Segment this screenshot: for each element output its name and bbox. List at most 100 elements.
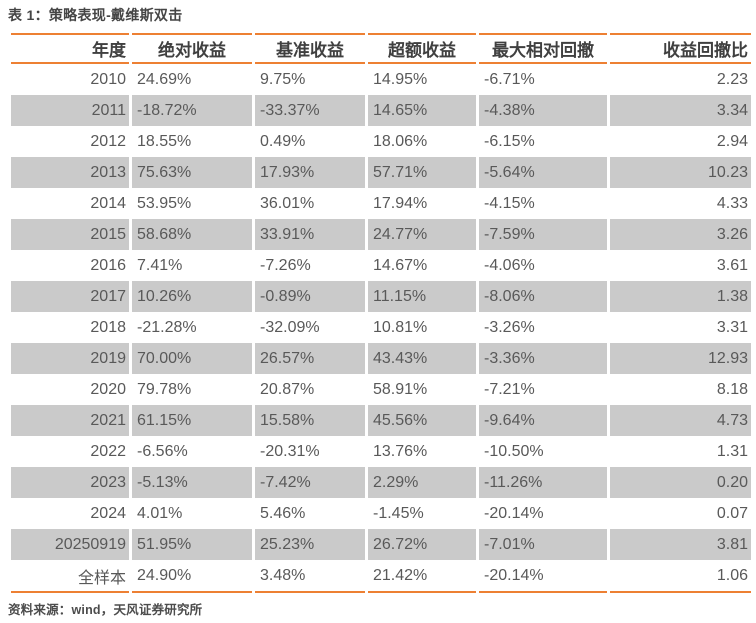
- table-cell: -21.28%: [132, 312, 252, 343]
- table-cell: 58.68%: [132, 219, 252, 250]
- table-cell: 17.93%: [255, 157, 365, 188]
- table-row: 2020 79.78% 20.87% 58.91% -7.21% 8.18: [11, 374, 751, 405]
- table-cell: 12.93: [610, 343, 751, 374]
- table-cell: 0.49%: [255, 126, 365, 157]
- table-cell: 75.63%: [132, 157, 252, 188]
- table-row: 20250919 51.95% 25.23% 26.72% -7.01% 3.81: [11, 529, 751, 560]
- table-cell: -20.31%: [255, 436, 365, 467]
- table-cell: -3.26%: [479, 312, 607, 343]
- table-cell: 25.23%: [255, 529, 365, 560]
- table-cell: 20.87%: [255, 374, 365, 405]
- table-cell: 57.71%: [368, 157, 476, 188]
- table-cell: -6.71%: [479, 64, 607, 95]
- table-cell: -7.59%: [479, 219, 607, 250]
- table-row: 全样本 24.90% 3.48% 21.42% -20.14% 1.06: [11, 560, 751, 593]
- table-row: 2022 -6.56% -20.31% 13.76% -10.50% 1.31: [11, 436, 751, 467]
- table-cell: 18.55%: [132, 126, 252, 157]
- table-cell: -32.09%: [255, 312, 365, 343]
- table-cell: 2013: [11, 157, 129, 188]
- table-cell: 17.94%: [368, 188, 476, 219]
- table-cell: 2.94: [610, 126, 751, 157]
- table-cell: 8.18: [610, 374, 751, 405]
- table-cell: -5.13%: [132, 467, 252, 498]
- column-header: 绝对收益: [132, 33, 252, 64]
- table-cell: 3.26: [610, 219, 751, 250]
- table-cell: -18.72%: [132, 95, 252, 126]
- table-cell: -3.36%: [479, 343, 607, 374]
- table-cell: 10.23: [610, 157, 751, 188]
- table-cell: 3.31: [610, 312, 751, 343]
- table-cell: 11.15%: [368, 281, 476, 312]
- table-row: 2018 -21.28% -32.09% 10.81% -3.26% 3.31: [11, 312, 751, 343]
- table-cell: 70.00%: [132, 343, 252, 374]
- table-cell: 1.38: [610, 281, 751, 312]
- table-cell: 4.73: [610, 405, 751, 436]
- source-note: 资料来源：wind，天风证券研究所: [8, 603, 203, 617]
- table-cell: 10.26%: [132, 281, 252, 312]
- table-row: 2012 18.55% 0.49% 18.06% -6.15% 2.94: [11, 126, 751, 157]
- table-cell: 1.06: [610, 560, 751, 593]
- table-cell: 3.48%: [255, 560, 365, 593]
- table-cell: -11.26%: [479, 467, 607, 498]
- table-cell: 2019: [11, 343, 129, 374]
- column-header: 超额收益: [368, 33, 476, 64]
- table-cell: 4.33: [610, 188, 751, 219]
- table-cell: 1.31: [610, 436, 751, 467]
- table-cell: 2024: [11, 498, 129, 529]
- table-row: 2013 75.63% 17.93% 57.71% -5.64% 10.23: [11, 157, 751, 188]
- column-header: 基准收益: [255, 33, 365, 64]
- table-cell: -4.15%: [479, 188, 607, 219]
- table-cell: -7.26%: [255, 250, 365, 281]
- table-row: 2017 10.26% -0.89% 11.15% -8.06% 1.38: [11, 281, 751, 312]
- table-cell: 43.43%: [368, 343, 476, 374]
- table-cell: -6.15%: [479, 126, 607, 157]
- strategy-performance-table: 年度 绝对收益 基准收益 超额收益 最大相对回撤 收益回撤比 2010 24.69% 9.75…: [8, 33, 754, 593]
- table-row: 2023 -5.13% -7.42% 2.29% -11.26% 0.20: [11, 467, 751, 498]
- table-cell: -33.37%: [255, 95, 365, 126]
- column-header: 年度: [11, 33, 129, 64]
- table-cell: -10.50%: [479, 436, 607, 467]
- table-cell: 2011: [11, 95, 129, 126]
- table-cell: 14.67%: [368, 250, 476, 281]
- table-cell: 2015: [11, 219, 129, 250]
- table-cell: 9.75%: [255, 64, 365, 95]
- table-cell: 20250919: [11, 529, 129, 560]
- table-cell: 4.01%: [132, 498, 252, 529]
- table-cell: 全样本: [11, 560, 129, 593]
- table-row: 2019 70.00% 26.57% 43.43% -3.36% 12.93: [11, 343, 751, 374]
- table-cell: 36.01%: [255, 188, 365, 219]
- table-cell: 7.41%: [132, 250, 252, 281]
- table-cell: 2010: [11, 64, 129, 95]
- table-row: 2024 4.01% 5.46% -1.45% -20.14% 0.07: [11, 498, 751, 529]
- table-row: 2016 7.41% -7.26% 14.67% -4.06% 3.61: [11, 250, 751, 281]
- table-cell: 21.42%: [368, 560, 476, 593]
- table-cell: -7.42%: [255, 467, 365, 498]
- table-cell: -7.21%: [479, 374, 607, 405]
- table-row: 2021 61.15% 15.58% 45.56% -9.64% 4.73: [11, 405, 751, 436]
- table-cell: 33.91%: [255, 219, 365, 250]
- table-cell: -20.14%: [479, 498, 607, 529]
- column-header: 收益回撤比: [610, 33, 751, 64]
- table-cell: 24.69%: [132, 64, 252, 95]
- table-cell: 0.07: [610, 498, 751, 529]
- table-cell: 24.77%: [368, 219, 476, 250]
- table-cell: -6.56%: [132, 436, 252, 467]
- table-cell: 58.91%: [368, 374, 476, 405]
- table-cell: 2022: [11, 436, 129, 467]
- table-cell: 10.81%: [368, 312, 476, 343]
- table-cell: -7.01%: [479, 529, 607, 560]
- table-cell: 2.29%: [368, 467, 476, 498]
- table-cell: -1.45%: [368, 498, 476, 529]
- table-row: 2010 24.69% 9.75% 14.95% -6.71% 2.23: [11, 64, 751, 95]
- table-cell: 2014: [11, 188, 129, 219]
- table-cell: 3.61: [610, 250, 751, 281]
- table-cell: 2020: [11, 374, 129, 405]
- table-row: 2011 -18.72% -33.37% 14.65% -4.38% 3.34: [11, 95, 751, 126]
- table-cell: 2023: [11, 467, 129, 498]
- table-body: 2010 24.69% 9.75% 14.95% -6.71% 2.23 2011 -18.7…: [11, 64, 751, 593]
- table-cell: 53.95%: [132, 188, 252, 219]
- table-cell: -20.14%: [479, 560, 607, 593]
- table-cell: 26.72%: [368, 529, 476, 560]
- table-row: 2014 53.95% 36.01% 17.94% -4.15% 4.33: [11, 188, 751, 219]
